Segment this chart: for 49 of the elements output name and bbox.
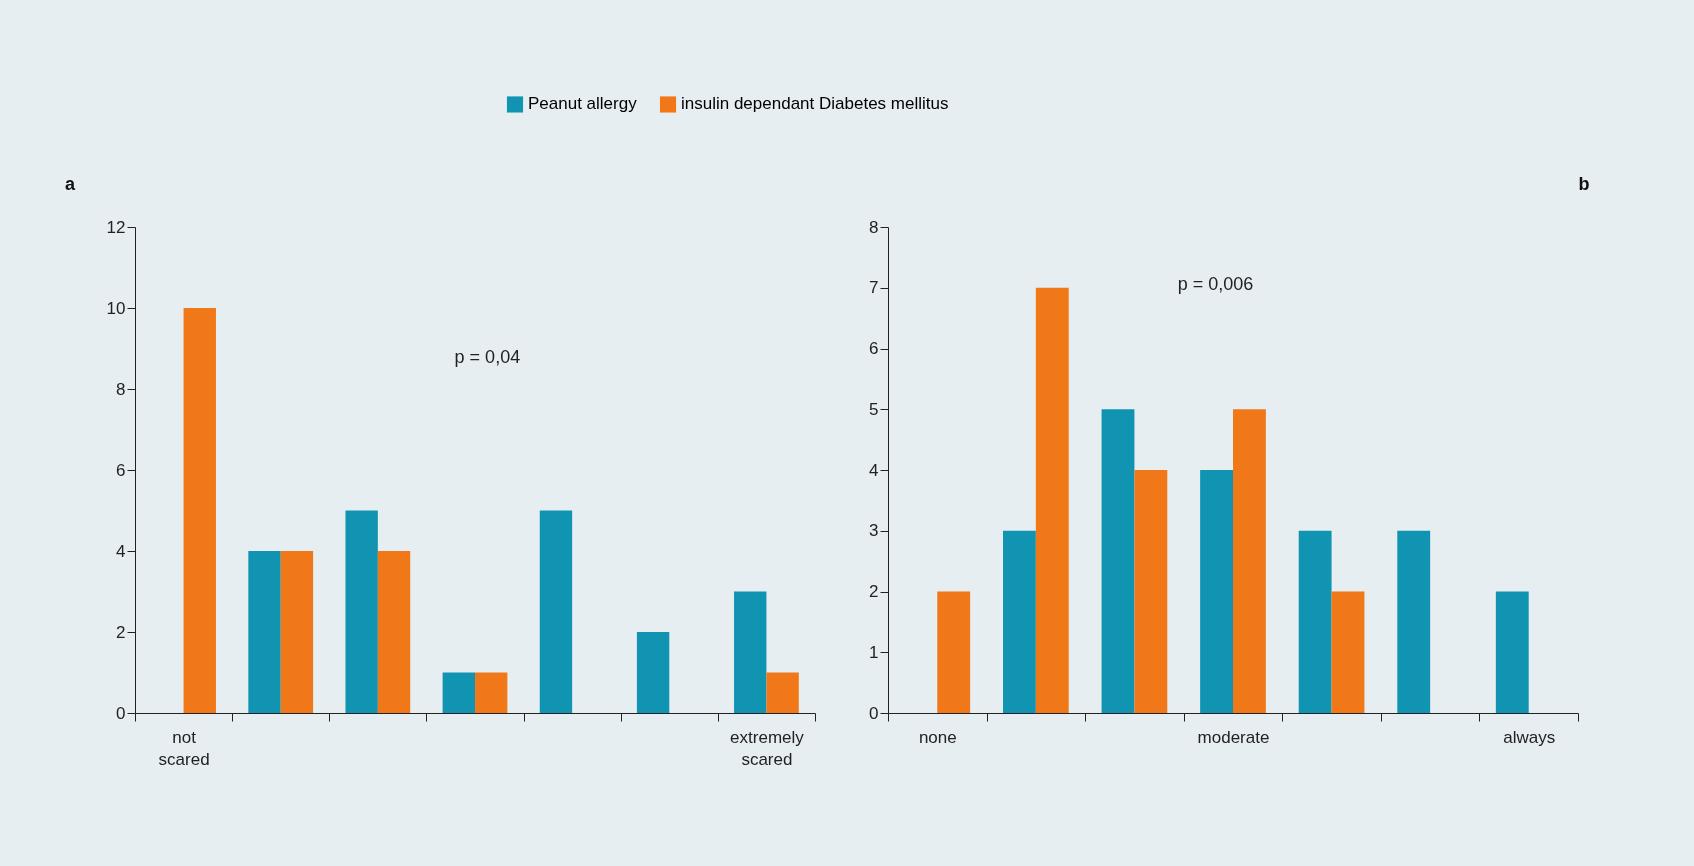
annotation: p = 0,04 <box>454 347 521 368</box>
y-tick-label: 6 <box>116 460 126 480</box>
bar <box>1200 470 1233 713</box>
bar <box>734 591 767 713</box>
y-tick-label: 5 <box>869 399 879 419</box>
x-tick-label: not scared <box>158 727 210 769</box>
bar <box>1035 287 1069 713</box>
bar <box>183 308 216 713</box>
bar <box>1233 409 1266 713</box>
bar <box>1298 530 1332 713</box>
bar <box>377 551 411 713</box>
bar <box>1331 591 1365 713</box>
legend-label: insulin dependant Diabetes mellitus <box>681 94 949 114</box>
x-tick-label: always <box>1503 727 1556 747</box>
y-tick-label: 1 <box>869 642 879 662</box>
bar <box>1134 470 1168 713</box>
chart-title: b <box>1578 174 1590 194</box>
y-tick-label: 6 <box>869 339 879 358</box>
bar <box>1397 530 1431 713</box>
bar <box>248 551 281 713</box>
y-tick-label: 3 <box>869 521 879 541</box>
bar <box>1101 409 1135 713</box>
bar <box>475 672 508 713</box>
bar <box>1003 530 1036 713</box>
bar <box>539 510 573 713</box>
y-tick-label: 0 <box>869 703 879 723</box>
y-tick-label: 8 <box>116 379 126 399</box>
x-tick-label: none <box>918 727 957 747</box>
bar <box>1495 591 1529 713</box>
bar <box>280 551 314 713</box>
y-tick-label: 2 <box>869 582 879 601</box>
bar <box>442 672 475 713</box>
x-tick-label: extremely scared <box>730 727 805 769</box>
y-tick-label: 4 <box>869 460 879 480</box>
y-tick-label: 0 <box>116 703 126 723</box>
y-tick-label: 2 <box>116 622 126 642</box>
chart-title: a <box>64 174 76 194</box>
bar <box>766 672 799 713</box>
y-tick-label: 4 <box>116 541 126 561</box>
annotation: p = 0,006 <box>1177 274 1254 295</box>
bar <box>937 591 971 713</box>
legend-label: Peanut allergy <box>528 94 638 114</box>
x-tick-label: moderate <box>1197 727 1270 747</box>
y-tick-label: 8 <box>869 217 879 237</box>
y-tick-label: 7 <box>869 278 879 298</box>
bar <box>345 510 378 713</box>
bar <box>636 632 670 713</box>
y-tick-label: 10 <box>106 298 126 318</box>
y-tick-label: 12 <box>106 217 126 237</box>
